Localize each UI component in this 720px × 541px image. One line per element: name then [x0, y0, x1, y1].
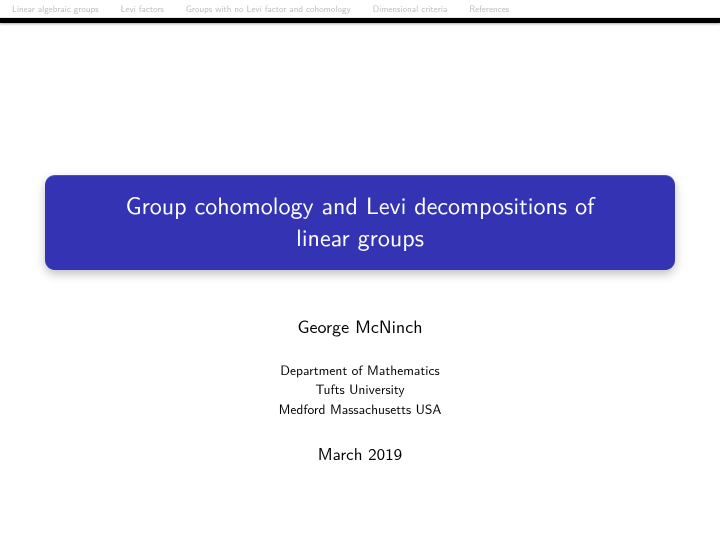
- affiliation-university: Tufts University: [0, 380, 720, 400]
- presentation-date: March 2019: [0, 441, 720, 466]
- affiliation-dept: Department of Mathematics: [0, 361, 720, 381]
- author-name: George McNinch: [0, 312, 720, 339]
- affiliation-location: Medford Massachusetts USA: [0, 400, 720, 420]
- affiliation-block: Department of Mathematics Tufts Universi…: [0, 361, 720, 420]
- presentation-title: Group cohomology and Levi decompositions…: [61, 189, 659, 254]
- title-line-2: linear groups: [296, 219, 424, 254]
- title-line-1: Group cohomology and Levi decompositions…: [126, 187, 595, 222]
- title-slide-content: Group cohomology and Levi decompositions…: [0, 0, 720, 466]
- title-block: Group cohomology and Levi decompositions…: [45, 175, 675, 270]
